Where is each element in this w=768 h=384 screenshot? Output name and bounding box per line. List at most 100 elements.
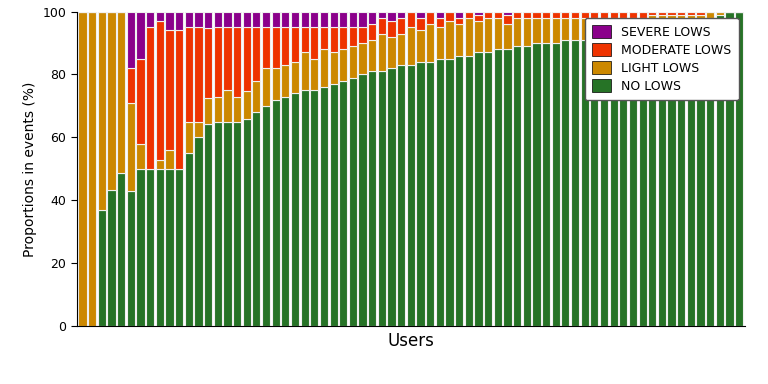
Bar bbox=[503, 15, 511, 24]
Bar bbox=[581, 18, 589, 40]
Bar bbox=[194, 137, 203, 326]
Bar bbox=[339, 81, 347, 326]
Bar bbox=[329, 27, 338, 53]
Bar bbox=[281, 27, 290, 65]
Bar bbox=[648, 12, 657, 15]
Bar bbox=[223, 90, 231, 122]
Bar bbox=[156, 169, 164, 326]
Bar bbox=[667, 24, 676, 326]
Bar bbox=[349, 12, 357, 27]
Bar bbox=[426, 24, 434, 62]
Bar bbox=[359, 74, 366, 326]
Bar bbox=[591, 12, 598, 18]
Bar bbox=[204, 98, 212, 124]
Bar bbox=[310, 90, 319, 326]
Bar bbox=[629, 18, 637, 30]
Bar bbox=[310, 59, 319, 90]
Bar bbox=[532, 43, 541, 326]
Bar bbox=[523, 12, 531, 18]
Bar bbox=[204, 28, 212, 98]
Bar bbox=[571, 18, 579, 40]
Bar bbox=[320, 27, 328, 49]
Bar bbox=[310, 12, 319, 27]
Bar bbox=[233, 27, 241, 96]
Bar bbox=[551, 18, 560, 43]
Bar bbox=[300, 90, 309, 326]
Bar bbox=[127, 68, 135, 103]
Bar bbox=[716, 15, 724, 326]
Bar bbox=[253, 112, 260, 326]
Bar bbox=[455, 12, 463, 18]
Bar bbox=[503, 12, 511, 15]
Bar bbox=[127, 103, 135, 191]
Bar bbox=[378, 18, 386, 33]
Bar bbox=[243, 119, 251, 326]
Bar bbox=[98, 210, 106, 326]
Bar bbox=[291, 27, 299, 62]
Bar bbox=[648, 15, 657, 27]
Bar bbox=[339, 27, 347, 49]
Bar bbox=[735, 12, 743, 326]
Bar bbox=[262, 27, 270, 68]
Bar bbox=[629, 30, 637, 326]
Bar bbox=[262, 106, 270, 326]
Bar bbox=[475, 12, 482, 15]
Bar bbox=[416, 30, 425, 62]
Bar bbox=[475, 15, 482, 21]
Bar bbox=[397, 33, 406, 65]
Bar bbox=[300, 12, 309, 27]
Bar bbox=[542, 43, 550, 326]
Bar bbox=[262, 12, 270, 27]
Bar bbox=[407, 12, 415, 27]
Bar bbox=[117, 173, 125, 326]
Bar bbox=[184, 122, 193, 153]
Bar bbox=[78, 12, 87, 326]
Bar bbox=[445, 21, 454, 59]
Bar bbox=[233, 122, 241, 326]
Bar bbox=[281, 96, 290, 326]
Bar bbox=[378, 71, 386, 326]
Bar bbox=[146, 169, 154, 326]
Bar bbox=[687, 21, 695, 326]
Bar bbox=[435, 59, 444, 326]
Bar bbox=[175, 169, 184, 326]
Bar bbox=[484, 12, 492, 18]
Bar bbox=[349, 78, 357, 326]
Bar bbox=[184, 153, 193, 326]
Bar bbox=[368, 12, 376, 24]
Bar bbox=[455, 18, 463, 24]
Bar bbox=[156, 21, 164, 159]
Bar bbox=[619, 12, 627, 18]
Bar bbox=[378, 33, 386, 71]
Bar bbox=[368, 71, 376, 326]
Bar bbox=[484, 53, 492, 326]
Bar bbox=[658, 27, 666, 326]
Bar bbox=[445, 12, 454, 21]
Bar bbox=[494, 18, 502, 49]
Bar bbox=[108, 190, 116, 326]
Bar bbox=[697, 12, 705, 15]
Bar bbox=[388, 68, 396, 326]
Bar bbox=[610, 18, 617, 33]
Bar bbox=[184, 27, 193, 122]
Bar bbox=[503, 49, 511, 326]
Bar bbox=[416, 62, 425, 326]
Bar bbox=[677, 12, 685, 15]
Bar bbox=[513, 46, 521, 326]
Bar bbox=[214, 12, 222, 27]
Bar bbox=[137, 169, 144, 326]
Bar bbox=[368, 24, 376, 40]
Bar bbox=[407, 65, 415, 326]
Bar bbox=[677, 15, 685, 24]
Bar bbox=[426, 62, 434, 326]
Bar bbox=[561, 12, 569, 18]
Bar bbox=[223, 27, 231, 90]
Legend: SEVERE LOWS, MODERATE LOWS, LIGHT LOWS, NO LOWS: SEVERE LOWS, MODERATE LOWS, LIGHT LOWS, … bbox=[584, 18, 739, 100]
Bar bbox=[591, 18, 598, 37]
Bar bbox=[581, 40, 589, 326]
Bar bbox=[291, 12, 299, 27]
Bar bbox=[610, 12, 617, 18]
Bar bbox=[397, 12, 406, 18]
Bar bbox=[561, 40, 569, 326]
Bar bbox=[310, 27, 319, 59]
